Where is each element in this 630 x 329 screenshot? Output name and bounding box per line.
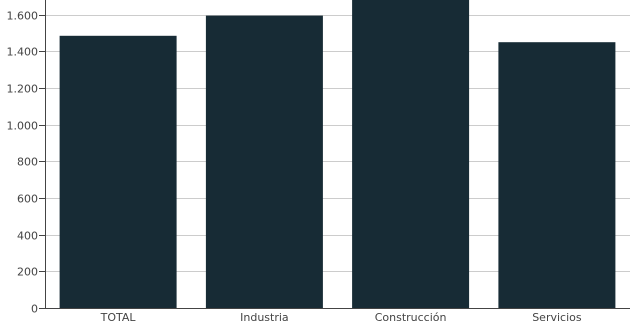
y-tick-label: 1.400 — [7, 46, 39, 59]
y-tick-label: 200 — [17, 266, 38, 279]
x-tick-label: Industria — [240, 311, 289, 324]
x-tick-label: Construcción — [375, 311, 447, 324]
y-tick-label: 1.000 — [7, 120, 39, 133]
y-tick-label: 1.200 — [7, 83, 39, 96]
y-tick-label: 400 — [17, 230, 38, 243]
y-tick-label: 1.600 — [7, 10, 39, 23]
y-tick-label: 800 — [17, 156, 38, 169]
y-tick-label: 600 — [17, 193, 38, 206]
y-tick-labels: 0 200 400 600 800 1.000 1.200 1.400 1.600 — [7, 10, 39, 316]
x-tick-label: Servicios — [532, 311, 582, 324]
bar — [498, 42, 616, 308]
axes — [39, 0, 630, 309]
bar — [59, 35, 177, 309]
x-tick-label: TOTAL — [100, 311, 137, 324]
y-tick-label: 0 — [31, 303, 38, 316]
bar — [352, 0, 470, 308]
bar — [205, 15, 323, 308]
bars — [59, 0, 616, 309]
x-tick-labels: TOTAL Industria Construcción Servicios — [100, 311, 582, 324]
